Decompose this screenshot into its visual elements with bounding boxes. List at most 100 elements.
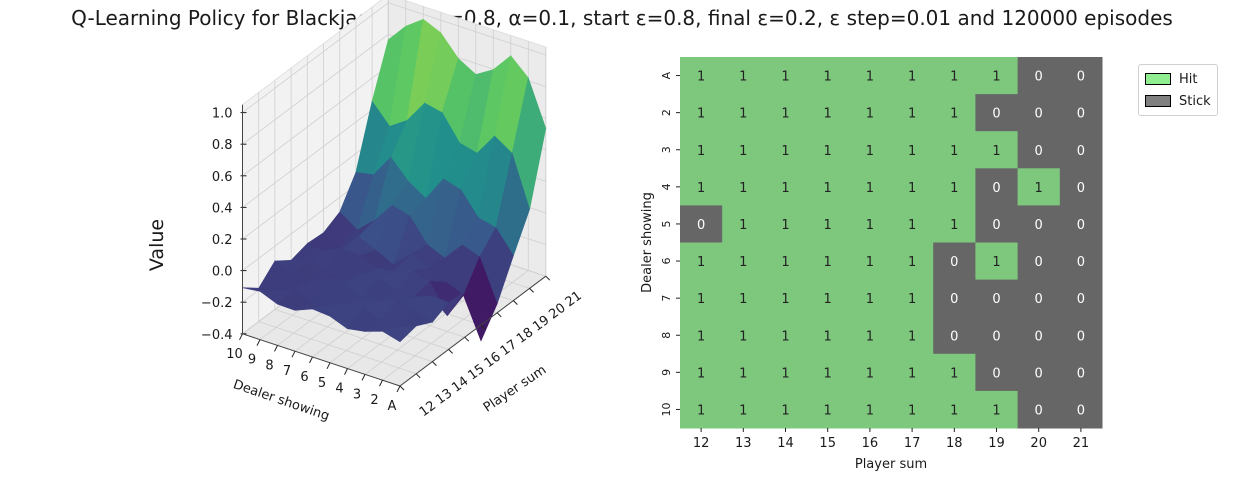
heatmap-cell-label: 1 — [824, 144, 832, 159]
dealer-tick-label: 6 — [300, 370, 308, 385]
heatmap-cell — [806, 94, 850, 132]
heatmap-cell — [891, 131, 934, 169]
heatmap-cell-label: 0 — [1077, 403, 1085, 418]
heatmap-cell-label: 1 — [950, 181, 958, 196]
heatmap-cell — [975, 168, 1019, 206]
heatmap-cell — [975, 94, 1019, 132]
y-tick-label: 8 — [660, 332, 673, 339]
heatmap-cell — [1059, 353, 1103, 392]
dealer-tick-label: 9 — [248, 353, 256, 368]
dealer-tick-label: A — [388, 399, 397, 414]
heatmap-cell-label: 1 — [824, 181, 832, 196]
heatmap-cell — [680, 390, 723, 429]
heatmap-cell — [722, 57, 765, 95]
heatmap-cell-label: 1 — [739, 218, 747, 233]
x-tick-label: 14 — [777, 436, 794, 451]
heatmap-cell — [848, 168, 892, 206]
heatmap-cell — [891, 205, 934, 243]
heatmap-cell — [1059, 279, 1103, 318]
player-tick-mark — [399, 385, 405, 391]
heatmap-y-axis-label: Dealer showing — [640, 192, 655, 293]
heatmap-cell — [848, 205, 892, 243]
x-tick-label: 13 — [735, 436, 752, 451]
heatmap-cell — [680, 279, 723, 318]
heatmap-cell — [891, 279, 934, 318]
heatmap-cell — [722, 390, 765, 429]
heatmap-cell-label: 1 — [824, 70, 832, 85]
heatmap-cell-label: 1 — [781, 70, 789, 85]
heatmap-cell-label: 0 — [992, 292, 1000, 307]
y-tick-label: 6 — [660, 258, 673, 265]
heatmap-cell — [806, 353, 850, 392]
heatmap-cell — [806, 168, 850, 206]
dealer-tick-label: 4 — [335, 382, 343, 397]
heatmap-cell — [848, 316, 892, 355]
heatmap-cell — [933, 316, 976, 355]
gridline — [242, 33, 546, 145]
dealer-tick-label: 5 — [318, 376, 326, 391]
heatmap-cell — [1059, 168, 1103, 206]
heatmap-cell — [764, 242, 808, 281]
heatmap-cell — [891, 57, 934, 95]
heatmap-cell-label: 1 — [824, 366, 832, 381]
heatmap-cell-label: 1 — [866, 181, 874, 196]
heatmap-cell-label: 1 — [950, 366, 958, 381]
heatmap-cell — [933, 242, 976, 281]
z-tick-label: 0.4 — [212, 201, 233, 216]
dealer-tick-label: 3 — [353, 387, 361, 402]
heatmap-cell-label: 1 — [781, 255, 789, 270]
heatmap-cell-label: 1 — [781, 329, 789, 344]
heatmap-cell-label: 1 — [697, 107, 705, 122]
gridline — [382, 270, 529, 381]
heatmap-cell-label: 0 — [1035, 403, 1043, 418]
heatmap-cell-label: 1 — [992, 255, 1000, 270]
heatmap-cell — [891, 353, 934, 392]
heatmap-cell-label: 1 — [824, 218, 832, 233]
heatmap-cell — [722, 205, 765, 243]
heatmap-cell — [1059, 205, 1103, 243]
heatmap-cell-label: 1 — [866, 292, 874, 307]
heatmap-cell-label: 1 — [824, 403, 832, 418]
heatmap-cell-label: 1 — [908, 329, 916, 344]
heatmap-cell — [975, 353, 1019, 392]
heatmap-cell — [764, 353, 808, 392]
heatmap-cell — [806, 316, 850, 355]
legend-swatch-stick — [1145, 95, 1171, 107]
heatmap-cell — [1059, 390, 1103, 429]
heatmap-cell — [933, 168, 976, 206]
heatmap-cell — [975, 390, 1019, 429]
heatmap-cell — [975, 205, 1019, 243]
heatmap-cell — [1017, 94, 1061, 132]
y-tick-label: 5 — [660, 220, 673, 227]
heatmap-cell — [933, 131, 976, 169]
gridline — [274, 309, 433, 362]
heatmap-cell-label: 1 — [739, 144, 747, 159]
heatmap-cell — [1059, 242, 1103, 281]
heatmap-cell-label: 0 — [1077, 218, 1085, 233]
heatmap-cell-label: 1 — [739, 107, 747, 122]
z-tick-label: 0.6 — [212, 170, 233, 185]
dealer-tick-label: 7 — [283, 364, 291, 379]
heatmap-cell — [1017, 390, 1061, 429]
heatmap-cell-label: 1 — [908, 107, 916, 122]
heatmap-cell — [891, 168, 934, 206]
heatmap-cell-label: 1 — [739, 70, 747, 85]
surface-facet — [381, 325, 417, 343]
heatmap-cell-label: 1 — [866, 403, 874, 418]
heatmap-cell-label: 1 — [697, 181, 705, 196]
dealer-tick-label: 2 — [370, 393, 378, 408]
heatmap-cell-label: 1 — [824, 107, 832, 122]
heatmap-cell — [680, 168, 723, 206]
heatmap-cell — [848, 353, 892, 392]
heatmap-cell — [806, 390, 850, 429]
heatmap-cell — [975, 316, 1019, 355]
heatmap-cell-label: 0 — [1077, 70, 1085, 85]
heatmap-cell-label: 1 — [866, 218, 874, 233]
heatmap-cell — [933, 205, 976, 243]
heatmap-cell — [764, 57, 808, 95]
player-tick-mark — [496, 312, 502, 318]
value-surface-plot: −0.4 −0.2 0.0 0.2 0.4 0.6 0.8 1.0 Value 10 9 8 7 6 5 4 3… — [146, 0, 585, 424]
y-tick-label: 2 — [660, 109, 673, 116]
dealer-tick-mark — [379, 379, 383, 387]
